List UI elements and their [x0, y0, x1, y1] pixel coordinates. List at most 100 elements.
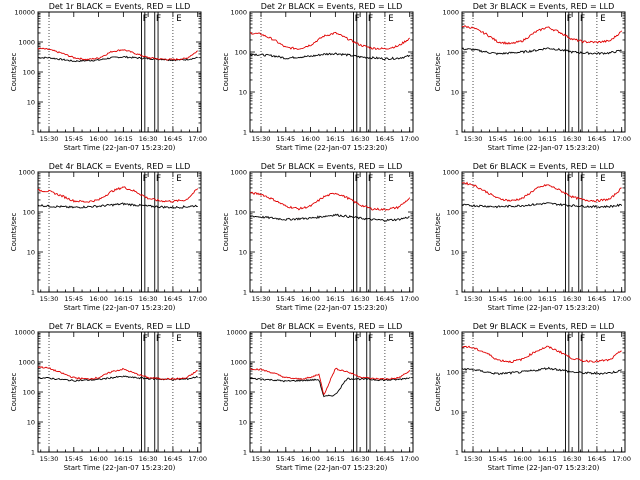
x-axis-label: Start Time (22-Jan-07 15:23:20) — [276, 304, 388, 312]
x-tick-label: 16:15 — [326, 455, 345, 463]
flag-letter-e: E — [176, 334, 181, 344]
y-tick-label: 10 — [451, 89, 459, 97]
flag-letter-f: F — [355, 174, 360, 184]
x-tick-label: 15:45 — [64, 295, 83, 303]
plot-frame — [461, 331, 626, 453]
y-tick-label: 100 — [447, 209, 459, 217]
y-tick-label: 1000 — [18, 359, 35, 367]
flag-letter-f: F — [156, 334, 161, 344]
panel-det-7: Det 7r BLACK = Events, RED = LLD 1 10 100 10… — [10, 322, 207, 472]
y-axis-label: Counts/sec — [434, 53, 442, 92]
flag-letter-f: F — [580, 174, 585, 184]
plot-frame — [461, 171, 626, 293]
series-lld-line — [37, 366, 198, 381]
y-tick-label: 1000 — [442, 329, 459, 337]
x-tick-label: 16:45 — [376, 295, 395, 303]
y-tick-label: 100 — [447, 369, 459, 377]
x-tick-label: 16:45 — [164, 135, 183, 143]
y-tick-label: 100 — [23, 69, 35, 77]
x-tick-label: 15:30 — [252, 135, 271, 143]
y-tick-label: 10 — [27, 99, 35, 107]
y-tick-label: 100 — [23, 389, 35, 397]
y-tick-label: 1 — [31, 129, 35, 137]
flag-letter-f: F — [355, 334, 360, 344]
y-tick-label: 1000 — [18, 169, 35, 177]
flag-letter-e: E — [388, 14, 393, 24]
y-axis-label: Counts/sec — [10, 213, 18, 252]
x-tick-label: 16:45 — [588, 135, 607, 143]
panel-det-8: Det 8r BLACK = Events, RED = LLD 1 10 100 10… — [222, 322, 419, 472]
x-tick-label: 15:30 — [252, 295, 271, 303]
x-tick-label: 16:15 — [114, 135, 133, 143]
y-tick-label: 100 — [235, 49, 247, 57]
x-tick-label: 16:00 — [513, 455, 532, 463]
series-lld-line — [461, 345, 622, 363]
x-tick-label: 16:45 — [376, 135, 395, 143]
y-tick-label: 100 — [235, 389, 247, 397]
series-lld-line — [249, 31, 410, 51]
x-tick-label: 16:15 — [114, 455, 133, 463]
x-tick-label: 16:15 — [114, 295, 133, 303]
y-tick-label: 1 — [455, 129, 459, 137]
x-tick-label: 17:00 — [612, 455, 631, 463]
x-tick-label: 16:30 — [139, 455, 158, 463]
y-tick-label: 10000 — [14, 329, 35, 337]
x-axis-label: Start Time (22-Jan-07 15:23:20) — [488, 304, 600, 312]
x-tick-label: 16:45 — [588, 295, 607, 303]
x-tick-label: 15:45 — [488, 135, 507, 143]
x-tick-label: 15:30 — [464, 135, 483, 143]
y-axis-label: Counts/sec — [222, 373, 230, 412]
panel-det-2: Det 2r BLACK = Events, RED = LLD 1 10 100 10… — [222, 2, 419, 152]
x-tick-label: 17:00 — [400, 295, 419, 303]
x-tick-label: 16:30 — [563, 455, 582, 463]
x-axis-label: Start Time (22-Jan-07 15:23:20) — [488, 144, 600, 152]
series-lld-line — [461, 181, 622, 203]
x-tick-label: 15:30 — [40, 295, 59, 303]
x-tick-label: 16:45 — [588, 455, 607, 463]
panel-det-5: Det 5r BLACK = Events, RED = LLD 1 10 100 10… — [222, 162, 419, 312]
x-tick-label: 17:00 — [612, 135, 631, 143]
panel-title: Det 8r BLACK = Events, RED = LLD — [261, 322, 403, 331]
x-tick-label: 17:00 — [188, 455, 207, 463]
x-tick-label: 16:30 — [563, 135, 582, 143]
panel-title: Det 1r BLACK = Events, RED = LLD — [49, 2, 191, 11]
flag-letter-f: F — [368, 174, 373, 184]
y-axis-label: Counts/sec — [222, 213, 230, 252]
series-events-line — [37, 202, 198, 209]
panel-det-6: Det 6r BLACK = Events, RED = LLD 1 10 100 10… — [434, 162, 631, 312]
panel-title: Det 7r BLACK = Events, RED = LLD — [49, 322, 191, 331]
series-events-line — [461, 366, 622, 376]
y-axis-label: Counts/sec — [434, 213, 442, 252]
y-tick-label: 10 — [27, 249, 35, 257]
series-events-line — [249, 213, 410, 222]
plot-frame — [37, 171, 202, 293]
flag-letter-f: F — [156, 14, 161, 24]
flag-letter-e: E — [176, 174, 181, 184]
flag-letter-e: E — [600, 174, 605, 184]
x-tick-label: 16:15 — [538, 455, 557, 463]
flag-letter-e: E — [388, 174, 393, 184]
x-tick-label: 15:30 — [464, 455, 483, 463]
x-axis-label: Start Time (22-Jan-07 15:23:20) — [64, 144, 176, 152]
x-axis-label: Start Time (22-Jan-07 15:23:20) — [64, 464, 176, 472]
y-tick-label: 10 — [27, 419, 35, 427]
series-lld-line — [249, 191, 411, 211]
y-tick-label: 1000 — [230, 169, 247, 177]
y-tick-label: 10 — [451, 409, 459, 417]
series-events-line — [250, 377, 411, 398]
x-axis-label: Start Time (22-Jan-07 15:23:20) — [488, 464, 600, 472]
panel-title: Det 6r BLACK = Events, RED = LLD — [473, 162, 615, 171]
y-tick-label: 1 — [455, 449, 459, 457]
x-tick-label: 15:45 — [276, 455, 295, 463]
flag-letter-e: E — [600, 14, 605, 24]
series-events-line — [461, 202, 623, 209]
y-tick-label: 1000 — [230, 359, 247, 367]
y-axis-label: Counts/sec — [222, 53, 230, 92]
series-events-line — [37, 375, 199, 382]
y-tick-label: 1 — [455, 289, 459, 297]
x-tick-label: 16:15 — [326, 295, 345, 303]
plot-frame — [249, 171, 414, 293]
x-tick-label: 15:45 — [276, 135, 295, 143]
series-lld-line — [37, 47, 198, 61]
